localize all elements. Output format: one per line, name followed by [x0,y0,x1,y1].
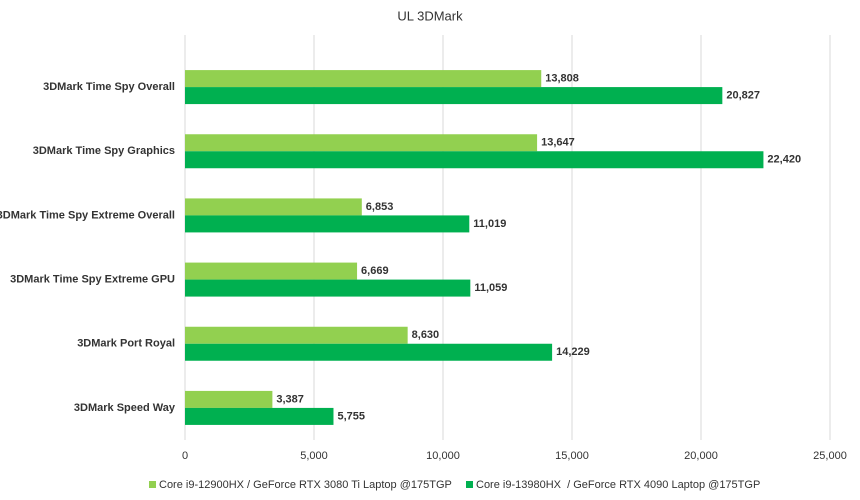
data-label: 22,420 [767,154,801,166]
data-label: 6,853 [366,201,394,213]
y-tick-label: 3DMark Port Royal [77,338,175,350]
data-label: 6,669 [361,265,389,277]
bar [185,407,334,425]
data-label: 11,059 [474,282,507,294]
bar [185,343,553,361]
x-tick-label: 25,000 [813,450,847,462]
x-tick-label: 5,000 [300,450,328,462]
bar [185,198,362,216]
bar [185,326,408,344]
bar [185,151,764,169]
bar [185,279,471,297]
data-label: 11,019 [473,218,506,230]
bar [185,390,273,408]
data-label: 8,630 [412,329,440,341]
bar [185,134,538,152]
x-tick-label: 20,000 [684,450,718,462]
y-tick-label: 3DMark Speed Way [74,402,176,414]
x-tick-label: 0 [182,450,188,462]
bar [185,70,542,88]
bar [185,215,470,233]
legend-label: Core i9-13980HX / GeForce RTX 4090 Lapto… [476,479,760,491]
legend-swatch [466,481,473,488]
data-label: 3,387 [276,393,304,405]
y-tick-label: 3DMark Time Spy Extreme Overall [0,209,175,221]
data-label: 13,808 [545,72,579,84]
bar [185,87,723,105]
y-tick-label: 3DMark Time Spy Extreme GPU [10,273,175,285]
x-tick-label: 15,000 [555,450,589,462]
data-label: 20,827 [726,89,760,101]
bar [185,262,358,280]
legend-label: Core i9-12900HX / GeForce RTX 3080 Ti La… [159,479,452,491]
chart-title: UL 3DMark [397,8,463,23]
data-label: 5,755 [337,410,365,422]
data-label: 14,229 [556,346,590,358]
data-label: 13,647 [541,137,575,149]
y-tick-label: 3DMark Time Spy Overall [43,81,175,93]
legend-swatch [149,481,156,488]
x-tick-label: 10,000 [426,450,460,462]
y-tick-label: 3DMark Time Spy Graphics [33,145,175,157]
